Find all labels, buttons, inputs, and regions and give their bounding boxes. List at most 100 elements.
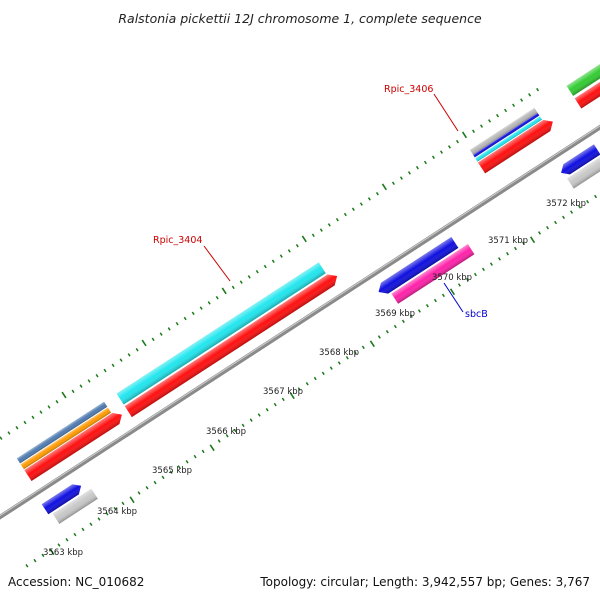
scale-label-3570: 3570 kbp bbox=[432, 273, 472, 283]
scale-label-3571: 3571 kbp bbox=[488, 236, 528, 246]
inner-minor-tick bbox=[489, 262, 493, 266]
inner-major-tick bbox=[209, 444, 215, 452]
scale-label-3563: 3563 kbp bbox=[43, 548, 83, 558]
inner-minor-tick bbox=[313, 376, 317, 381]
inner-minor-tick bbox=[329, 366, 333, 370]
inner-minor-tick bbox=[97, 517, 101, 521]
inner-minor-tick bbox=[33, 558, 37, 563]
inner-minor-tick bbox=[409, 314, 413, 318]
inner-minor-tick bbox=[217, 439, 221, 443]
feature-orange-3565 bbox=[20, 407, 112, 470]
outer-minor-tick bbox=[199, 306, 203, 310]
inner-minor-tick bbox=[393, 324, 397, 329]
inner-minor-tick bbox=[473, 272, 477, 277]
feature-green-3573-shading bbox=[566, 58, 600, 96]
outer-minor-tick bbox=[0, 436, 3, 440]
inner-minor-tick bbox=[241, 423, 245, 428]
rpic3404-leader-line bbox=[203, 245, 231, 282]
inner-minor-tick bbox=[297, 387, 301, 391]
outer-minor-tick bbox=[255, 269, 259, 274]
inner-minor-tick bbox=[586, 199, 590, 204]
scale-label-3565: 3565 kbp bbox=[152, 466, 192, 476]
inner-major-tick bbox=[449, 288, 456, 296]
outer-major-tick bbox=[381, 183, 387, 191]
outer-minor-tick bbox=[480, 124, 484, 128]
feature-grey-rpic3406 bbox=[469, 107, 538, 155]
inner-minor-tick bbox=[497, 257, 501, 261]
outer-minor-tick bbox=[335, 217, 339, 222]
outer-minor-tick bbox=[343, 212, 347, 217]
inner-minor-tick bbox=[41, 553, 45, 558]
feature-blue-sbcb bbox=[378, 237, 459, 294]
outer-minor-tick bbox=[367, 197, 371, 201]
rpic3406-leader-line bbox=[433, 93, 459, 132]
scale-label-3564: 3564 kbp bbox=[97, 507, 137, 517]
feature-magenta-sbcb-shading bbox=[391, 244, 475, 304]
feature-orange-3565-shading bbox=[20, 407, 112, 470]
outer-minor-tick bbox=[71, 389, 75, 394]
inner-major-tick bbox=[49, 548, 55, 556]
scale-label-3569: 3569 kbp bbox=[375, 309, 415, 319]
outer-minor-tick bbox=[423, 160, 427, 165]
outer-tick-track bbox=[0, 87, 540, 440]
feature-red-3573 bbox=[574, 72, 600, 109]
inner-minor-tick bbox=[257, 413, 261, 417]
outer-major-tick bbox=[461, 131, 468, 139]
inner-major-tick bbox=[369, 340, 375, 348]
gene-labels: Rpic_3404 Rpic_3406 sbcB bbox=[153, 84, 488, 320]
outer-minor-tick bbox=[415, 165, 419, 170]
inner-minor-tick bbox=[233, 428, 237, 433]
inner-minor-tick bbox=[201, 449, 205, 454]
feature-blue-3572 bbox=[561, 144, 600, 175]
sbcb-leader-line bbox=[443, 282, 464, 313]
inner-minor-tick bbox=[273, 402, 277, 407]
inner-minor-tick bbox=[105, 512, 109, 516]
outer-major-tick bbox=[221, 287, 227, 295]
gene-label-rpic3406: Rpic_3406 bbox=[384, 84, 433, 95]
inner-minor-tick bbox=[145, 486, 149, 490]
feature-red-rpic3404-shading bbox=[124, 274, 338, 418]
outer-minor-tick bbox=[455, 139, 459, 144]
feature-blue-3572-shading bbox=[561, 144, 600, 175]
inner-minor-tick bbox=[121, 501, 125, 506]
inner-minor-tick bbox=[225, 434, 229, 438]
scale-label-3572: 3572 kbp bbox=[546, 199, 586, 209]
outer-minor-tick bbox=[431, 155, 435, 160]
inner-minor-tick bbox=[401, 319, 405, 324]
outer-minor-tick bbox=[111, 363, 115, 368]
feature-blue-rpic3406 bbox=[473, 112, 540, 158]
scale-labels: 3563 kbp 3564 kbp 3565 kbp 3566 kbp 3567… bbox=[43, 199, 586, 558]
scale-label-3566: 3566 kbp bbox=[206, 427, 246, 437]
outer-minor-tick bbox=[23, 420, 27, 425]
outer-minor-tick bbox=[496, 113, 500, 118]
outer-minor-tick bbox=[7, 431, 11, 435]
outer-major-tick bbox=[61, 391, 67, 399]
inner-minor-tick bbox=[153, 480, 157, 485]
outer-minor-tick bbox=[47, 405, 51, 409]
feature-steelblue-3565 bbox=[16, 401, 108, 464]
inner-minor-tick bbox=[345, 356, 349, 360]
outer-minor-tick bbox=[407, 171, 411, 175]
inner-minor-tick bbox=[417, 309, 421, 313]
inner-minor-tick bbox=[578, 205, 582, 209]
outer-minor-tick bbox=[175, 321, 179, 326]
outer-minor-tick bbox=[279, 254, 283, 258]
inner-minor-tick bbox=[281, 397, 285, 402]
feature-grey-3563 bbox=[52, 488, 98, 524]
inner-minor-tick bbox=[177, 465, 181, 469]
feature-cyan-rpic3406 bbox=[475, 116, 543, 162]
feature-blue-3563-shading bbox=[41, 484, 82, 515]
feature-grey-3572 bbox=[567, 155, 600, 189]
feature-track bbox=[16, 58, 600, 524]
inner-minor-tick bbox=[161, 475, 165, 480]
outer-minor-tick bbox=[536, 87, 540, 92]
outer-major-tick bbox=[301, 235, 307, 243]
outer-minor-tick bbox=[79, 384, 83, 388]
outer-minor-tick bbox=[327, 223, 331, 227]
inner-minor-tick bbox=[65, 538, 69, 542]
feature-steelblue-3565-shading bbox=[16, 401, 108, 464]
inner-minor-tick bbox=[113, 506, 117, 511]
feature-red-rpic3406-shading bbox=[478, 120, 553, 174]
feature-blue-sbcb-shading bbox=[378, 237, 459, 294]
